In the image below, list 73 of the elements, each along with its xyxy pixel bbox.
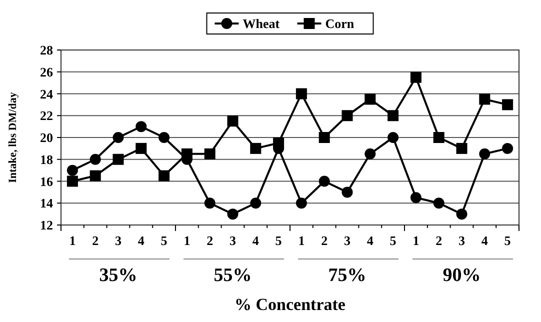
point — [318, 176, 330, 187]
y-tick-label: 14 — [40, 196, 54, 211]
point — [204, 198, 216, 209]
point — [364, 94, 376, 105]
point — [204, 148, 216, 160]
y-tick-label: 20 — [40, 130, 53, 146]
y-axis-title: Intake, lbs DM/day — [7, 92, 19, 183]
point — [502, 99, 514, 110]
point — [136, 121, 147, 132]
point — [342, 186, 353, 198]
y-tick-label: 26 — [40, 64, 54, 80]
point — [66, 164, 78, 176]
x-tick-label: 2 — [436, 233, 442, 248]
legend-label: Wheat — [242, 16, 280, 32]
point — [296, 198, 307, 209]
x-tick-label: 4 — [481, 233, 488, 248]
y-tick-label: 24 — [40, 86, 54, 102]
point — [227, 208, 238, 220]
text: 55% — [214, 265, 252, 286]
y-tick-label: 18 — [40, 152, 54, 167]
point — [479, 148, 490, 160]
point — [136, 142, 147, 154]
x-tick-label: 1 — [298, 233, 305, 248]
point — [456, 208, 468, 220]
point — [410, 192, 422, 204]
x-tick-label: 4 — [138, 233, 145, 248]
x-tick-label: 3 — [344, 233, 351, 248]
point — [342, 110, 353, 122]
legend-label: Corn — [325, 16, 355, 32]
x-tick-label: 1 — [412, 233, 420, 248]
x-tick-label: 4 — [252, 233, 260, 248]
y-tick-label: 22 — [40, 108, 53, 124]
point — [112, 132, 124, 143]
x-tick-label: 5 — [390, 233, 397, 248]
y-tick-label: 12 — [40, 218, 53, 233]
x-tick-label: 1 — [69, 233, 76, 248]
x-tick-label: 2 — [321, 233, 328, 248]
point — [433, 198, 444, 209]
point — [388, 132, 399, 143]
point — [250, 142, 262, 154]
y-tick-label: 28 — [40, 42, 54, 58]
point — [364, 148, 376, 160]
text: 35% — [99, 265, 138, 286]
text: 75% — [328, 265, 366, 286]
point — [158, 132, 170, 143]
point — [90, 154, 101, 165]
point — [410, 72, 422, 83]
point — [456, 142, 468, 154]
point — [388, 110, 399, 122]
x-tick-label: 2 — [206, 233, 214, 248]
x-tick-label: 5 — [160, 233, 168, 248]
point — [227, 116, 238, 127]
x-tick-label: 2 — [92, 233, 99, 248]
point — [433, 132, 444, 143]
x-tick-label: 1 — [184, 233, 190, 248]
point — [318, 132, 330, 143]
x-tick-label: 3 — [115, 233, 122, 248]
point — [479, 94, 490, 105]
y-tick-label: 16 — [40, 174, 54, 189]
text: 90% — [442, 265, 481, 286]
point — [296, 88, 307, 100]
point — [502, 142, 514, 154]
point — [158, 170, 170, 182]
point — [112, 154, 124, 165]
x-tick-label: 5 — [504, 233, 512, 248]
x-tick-label: 3 — [230, 233, 236, 248]
x-tick-label: 3 — [458, 233, 466, 248]
x-axis-title: % Concentrate — [234, 295, 346, 314]
point — [90, 170, 101, 182]
point — [250, 198, 262, 209]
x-tick-label: 5 — [275, 233, 282, 248]
x-tick-label: 4 — [366, 233, 374, 248]
point — [66, 176, 78, 187]
